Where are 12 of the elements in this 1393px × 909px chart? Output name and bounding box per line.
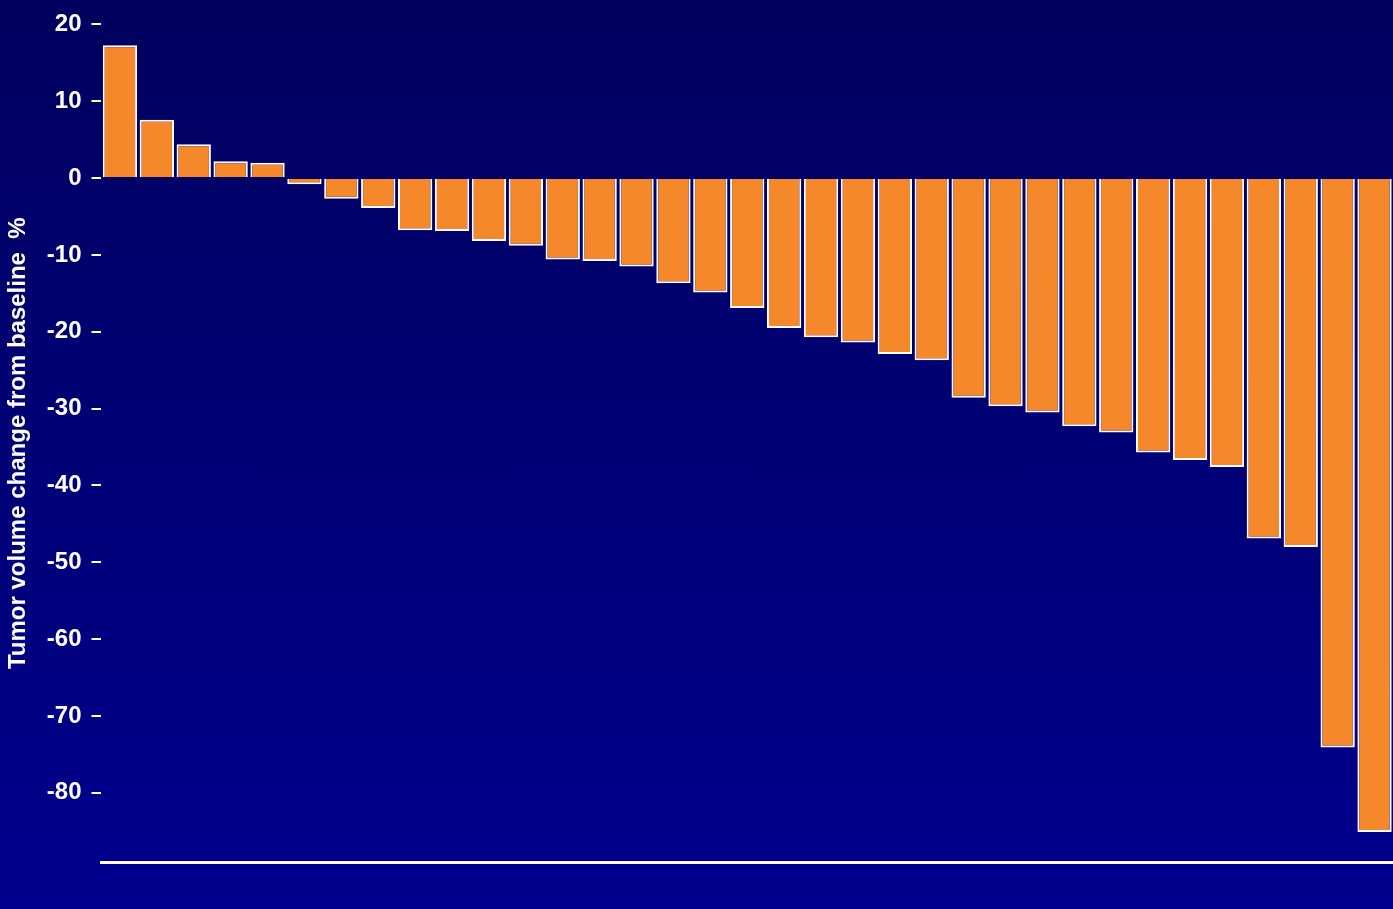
y-tick-label: -20 (46, 316, 82, 344)
y-tick-label: -60 (46, 623, 82, 651)
y-axis-title: Tumor volume change from baseline % (3, 217, 31, 670)
y-tick-label: -80 (46, 777, 82, 805)
y-tick-label: 20 (54, 9, 82, 37)
y-tick-label: 10 (54, 85, 82, 113)
y-tick-label: -50 (46, 546, 82, 574)
y-tick-label: -40 (46, 470, 82, 498)
y-tick-label: -10 (46, 239, 82, 267)
y-tick-label: 0 (68, 162, 82, 190)
y-tick-label: -30 (46, 393, 82, 421)
y-tick-label: -70 (46, 700, 82, 728)
